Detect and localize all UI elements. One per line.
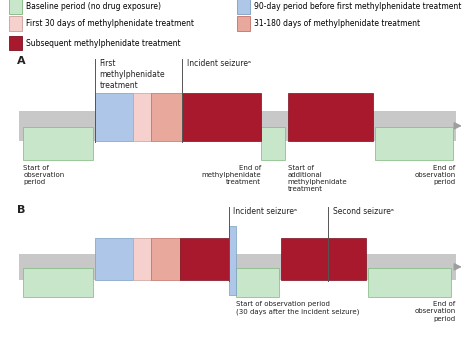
Text: Start of
observation
period: Start of observation period (23, 165, 64, 185)
Text: Incident seizureᵃ: Incident seizureᵃ (233, 207, 297, 216)
Text: B: B (17, 205, 25, 215)
Bar (180, 238, 229, 280)
Text: A: A (17, 56, 25, 66)
Bar (288, 93, 373, 141)
Bar (23, 268, 93, 297)
Text: 90-day period before first methylphenidate treatment: 90-day period before first methylphenida… (254, 2, 461, 11)
Bar (19, 254, 456, 280)
Bar (151, 238, 180, 280)
Text: 31-180 days of methylphenidate treatment: 31-180 days of methylphenidate treatment (254, 19, 420, 28)
Text: Start of observation period
(30 days after the incident seizure): Start of observation period (30 days aft… (236, 301, 360, 315)
Bar (23, 127, 93, 160)
Bar (9, 0, 22, 14)
Bar (281, 238, 366, 280)
Bar (9, 16, 22, 31)
Bar (95, 93, 133, 141)
Text: First
methylphenidate
treatment: First methylphenidate treatment (100, 59, 165, 90)
Text: Incident seizureᵃ: Incident seizureᵃ (187, 59, 251, 68)
Bar (19, 111, 456, 141)
Text: End of
methylphenidate
treatment: End of methylphenidate treatment (201, 165, 261, 185)
Bar (237, 16, 250, 31)
Bar (261, 127, 285, 160)
Bar (368, 268, 451, 297)
Text: First 30 days of methylphenidate treatment: First 30 days of methylphenidate treatme… (26, 19, 194, 28)
Bar (151, 93, 182, 141)
Bar (237, 0, 250, 14)
Bar (375, 127, 454, 160)
Bar (9, 36, 22, 51)
Text: End of
observation
period: End of observation period (414, 301, 456, 322)
Bar (133, 238, 151, 280)
Bar (182, 93, 261, 141)
Bar (133, 93, 151, 141)
Bar (95, 238, 133, 280)
Text: Second seizureᵃ: Second seizureᵃ (332, 207, 393, 216)
Text: Subsequent methylphenidate treatment: Subsequent methylphenidate treatment (26, 39, 181, 47)
Text: Baseline period (no drug exposure): Baseline period (no drug exposure) (26, 2, 161, 11)
Text: Start of
additional
methylphenidate
treatment: Start of additional methylphenidate trea… (288, 165, 347, 192)
Text: End of
observation
period: End of observation period (414, 165, 456, 185)
Bar (236, 268, 279, 297)
Bar (228, 226, 236, 295)
